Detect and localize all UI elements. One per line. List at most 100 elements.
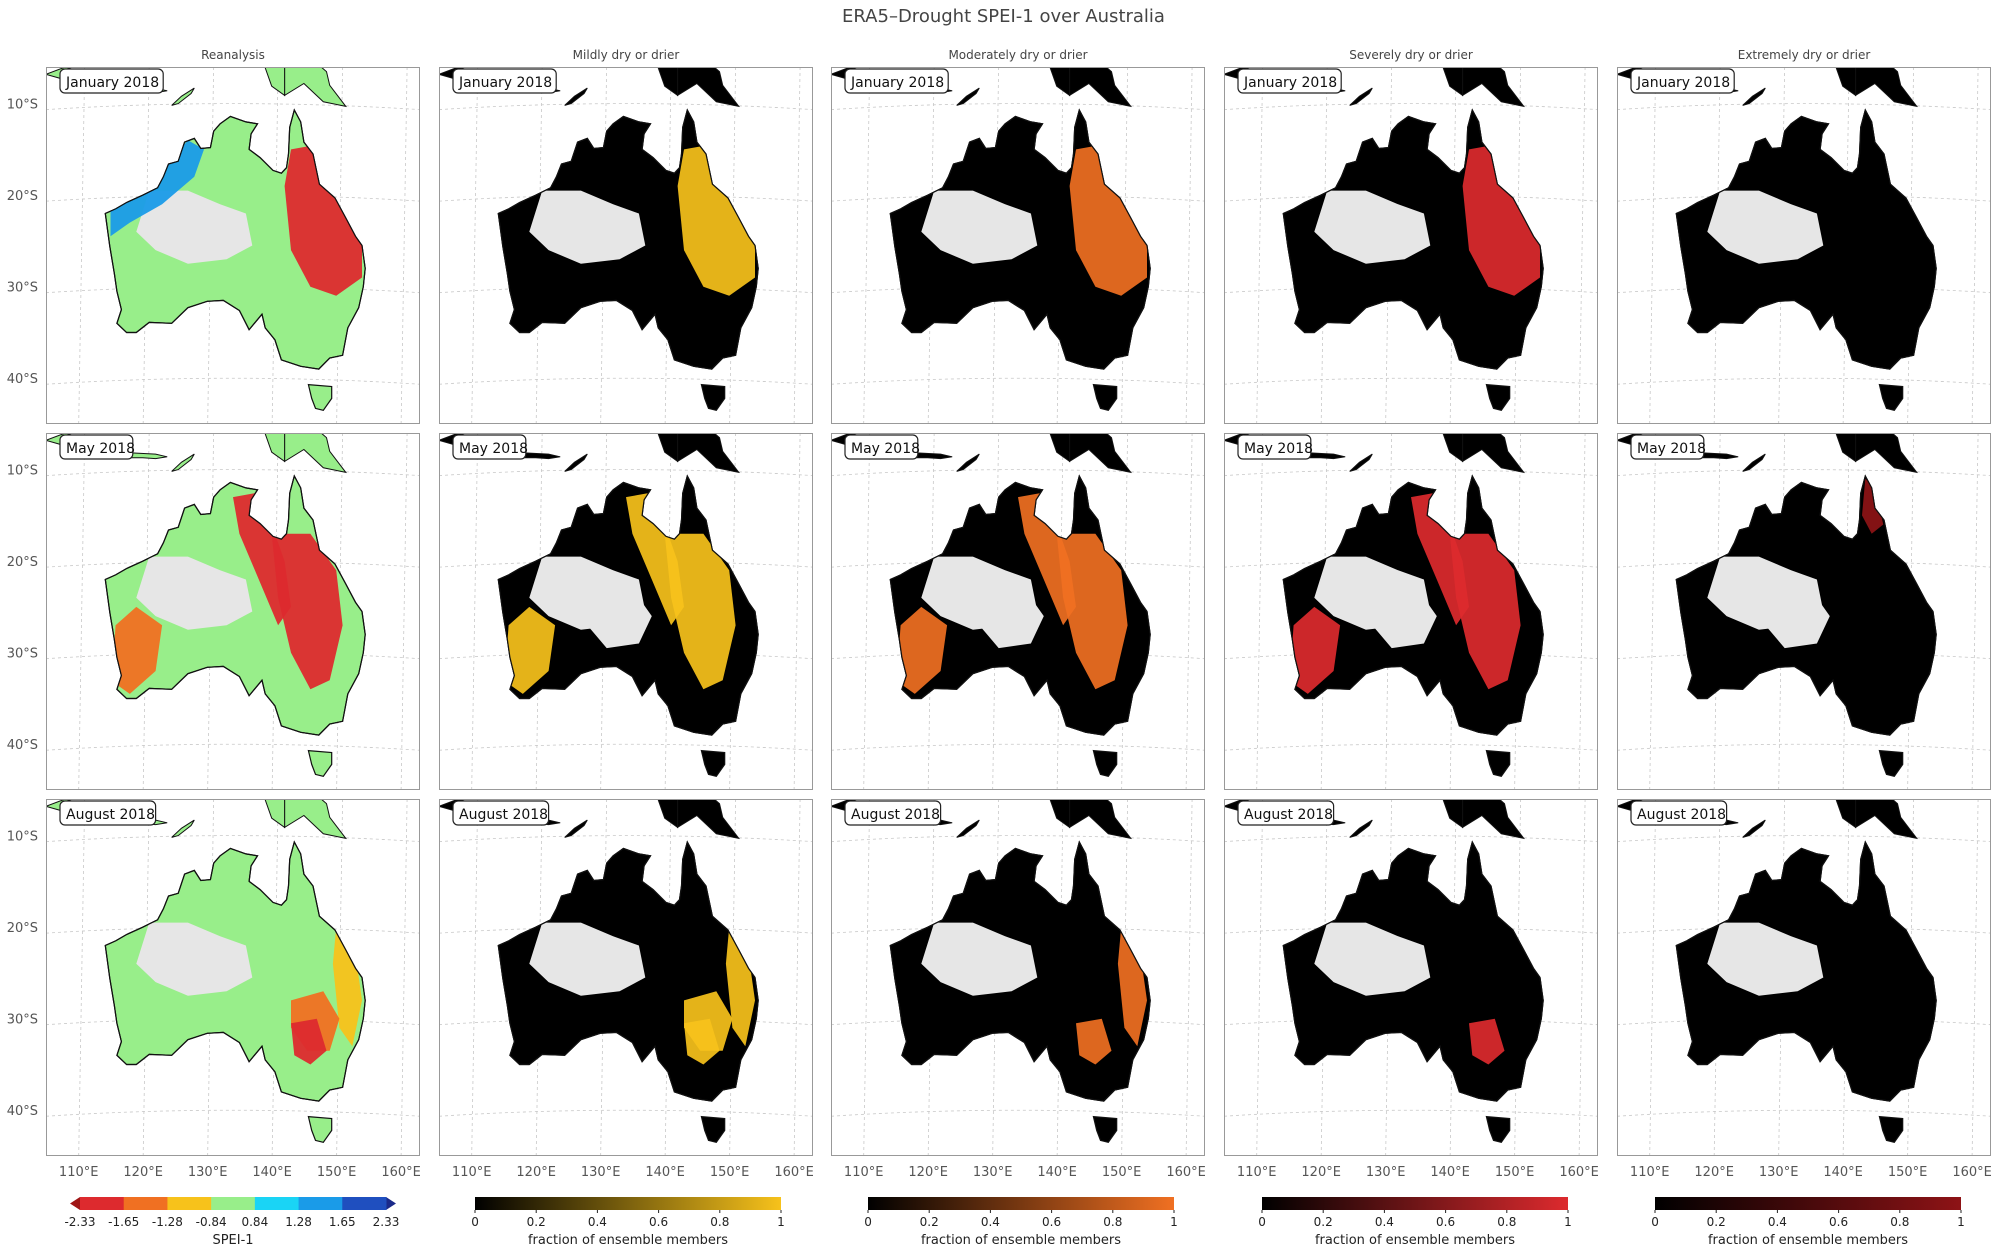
lat-tick-label: 40°S bbox=[7, 738, 38, 753]
map-panel: May 2018 bbox=[439, 433, 813, 790]
month-label: January 2018 bbox=[1237, 68, 1342, 94]
fraction-region bbox=[1018, 492, 1076, 626]
colorbar-tick: -2.33 bbox=[64, 1215, 95, 1229]
colorbar-tick: 0.8 bbox=[1890, 1215, 1909, 1229]
lon-tick-label: 150°E bbox=[710, 1165, 750, 1180]
lat-tick-label: 20°S bbox=[7, 921, 38, 936]
grid-line bbox=[1617, 377, 1991, 385]
excluded-area bbox=[921, 190, 1038, 264]
month-label-text: May 2018 bbox=[66, 441, 135, 457]
tasmania-land bbox=[307, 383, 333, 411]
excluded-area bbox=[136, 190, 253, 264]
colorbar-tick: 0.6 bbox=[649, 1215, 668, 1229]
column-title: Extremely dry or drier bbox=[1738, 48, 1871, 62]
column-title: Severely dry or drier bbox=[1349, 48, 1473, 62]
grid-line bbox=[439, 469, 813, 477]
island bbox=[657, 433, 679, 463]
island bbox=[1442, 433, 1464, 463]
grid-line bbox=[439, 377, 813, 385]
island bbox=[171, 87, 195, 106]
map-panel: May 2018 10°S 20°S 30°S 40°S bbox=[7, 433, 420, 790]
month-label-text: January 2018 bbox=[1243, 75, 1337, 91]
lat-tick-label: 20°S bbox=[7, 555, 38, 570]
lon-tick-label: 110°E bbox=[1237, 1165, 1277, 1180]
fraction-region bbox=[677, 144, 755, 296]
fraction-region bbox=[664, 533, 736, 690]
lon-tick-label: 140°E bbox=[1823, 1165, 1863, 1180]
colorbar: 0 0.2 0.4 0.6 0.8 1 fraction of ensemble membe… bbox=[1258, 1197, 1572, 1248]
colorbar-gradient bbox=[1655, 1197, 1961, 1210]
tasmania-land bbox=[1878, 383, 1904, 411]
lon-tick-label: 120°E bbox=[516, 1165, 556, 1180]
month-label-text: May 2018 bbox=[1637, 441, 1706, 457]
colorbar-label: SPEI-1 bbox=[212, 1233, 253, 1248]
colorbar-tick: 0.2 bbox=[920, 1215, 939, 1229]
column-title: Reanalysis bbox=[201, 48, 265, 62]
excluded-area bbox=[1314, 190, 1431, 264]
excluded-area bbox=[921, 922, 1038, 996]
grid-line bbox=[1224, 469, 1598, 477]
fraction-region bbox=[684, 1018, 720, 1065]
island bbox=[1835, 67, 1857, 97]
colorbar-tick: 0.4 bbox=[981, 1215, 1000, 1229]
lat-tick-label: 20°S bbox=[7, 189, 38, 204]
fraction-region bbox=[1411, 492, 1469, 626]
colorbar-tick: 0 bbox=[864, 1215, 872, 1229]
grid-line bbox=[831, 835, 1205, 843]
grid-line bbox=[439, 835, 813, 843]
lon-tick-label: 130°E bbox=[1759, 1165, 1799, 1180]
fraction-region bbox=[1862, 478, 1884, 534]
tasmania-land bbox=[1092, 383, 1118, 411]
grid-line bbox=[1617, 469, 1991, 477]
spei-region bbox=[233, 492, 291, 626]
excluded-area bbox=[979, 588, 1044, 649]
excluded-area bbox=[1765, 588, 1830, 649]
grid-line bbox=[46, 377, 420, 385]
lon-tick-label: 110°E bbox=[1630, 1165, 1670, 1180]
excluded-area bbox=[1707, 190, 1824, 264]
colorbar-tick: 0.2 bbox=[527, 1215, 546, 1229]
colorbar-tick: 1 bbox=[1170, 1215, 1178, 1229]
lon-tick-label: 140°E bbox=[645, 1165, 685, 1180]
spei-region bbox=[271, 533, 343, 690]
grid-line bbox=[46, 1109, 420, 1117]
spei-region bbox=[284, 144, 362, 296]
month-label: August 2018 bbox=[1237, 800, 1335, 826]
month-label: January 2018 bbox=[1630, 68, 1735, 94]
grid-line bbox=[46, 743, 420, 751]
colorbar: 0 0.2 0.4 0.6 0.8 1 fraction of ensemble membe… bbox=[471, 1197, 785, 1248]
lon-tick-label: 150°E bbox=[317, 1165, 357, 1180]
lon-tick-label: 130°E bbox=[188, 1165, 228, 1180]
grid-line bbox=[831, 1109, 1205, 1117]
map-panel: May 2018 bbox=[1224, 433, 1598, 790]
grid-line bbox=[831, 103, 1205, 111]
island bbox=[1049, 67, 1071, 97]
island bbox=[1349, 453, 1373, 472]
island bbox=[564, 87, 588, 106]
colorbar-extend bbox=[70, 1197, 80, 1210]
grid-line bbox=[1224, 1109, 1598, 1117]
colorbar-extend bbox=[386, 1197, 396, 1210]
month-label-text: August 2018 bbox=[459, 807, 548, 823]
colorbar-tick: 0 bbox=[471, 1215, 479, 1229]
colorbar-tick: 2.33 bbox=[373, 1215, 400, 1229]
fraction-region bbox=[1449, 533, 1521, 690]
month-label-text: January 2018 bbox=[1636, 75, 1730, 91]
tasmania-land bbox=[700, 383, 726, 411]
grid-line bbox=[1617, 743, 1991, 751]
colorbar-tick: 0.6 bbox=[1042, 1215, 1061, 1229]
map-panel: August 2018 110°E 120°E 130°E 140°E 150°E 160°… bbox=[831, 799, 1206, 1180]
colorbar-label: fraction of ensemble members bbox=[921, 1233, 1121, 1248]
map-panel: January 2018 Moderately dry or drier bbox=[831, 48, 1205, 424]
tasmania-land bbox=[307, 749, 333, 777]
excluded-area bbox=[136, 556, 253, 630]
lon-tick-label: 130°E bbox=[581, 1165, 621, 1180]
map-panel: August 2018 110°E 120°E 130°E 140°E 150°E 160°… bbox=[1224, 799, 1599, 1180]
colorbar-tick: 0.2 bbox=[1314, 1215, 1333, 1229]
lon-tick-label: 150°E bbox=[1888, 1165, 1928, 1180]
colorbar-tick: -0.84 bbox=[196, 1215, 227, 1229]
colorbar-tick: 1 bbox=[1564, 1215, 1572, 1229]
lat-tick-label: 10°S bbox=[7, 98, 38, 113]
island bbox=[264, 67, 286, 97]
fraction-region bbox=[1291, 606, 1341, 694]
